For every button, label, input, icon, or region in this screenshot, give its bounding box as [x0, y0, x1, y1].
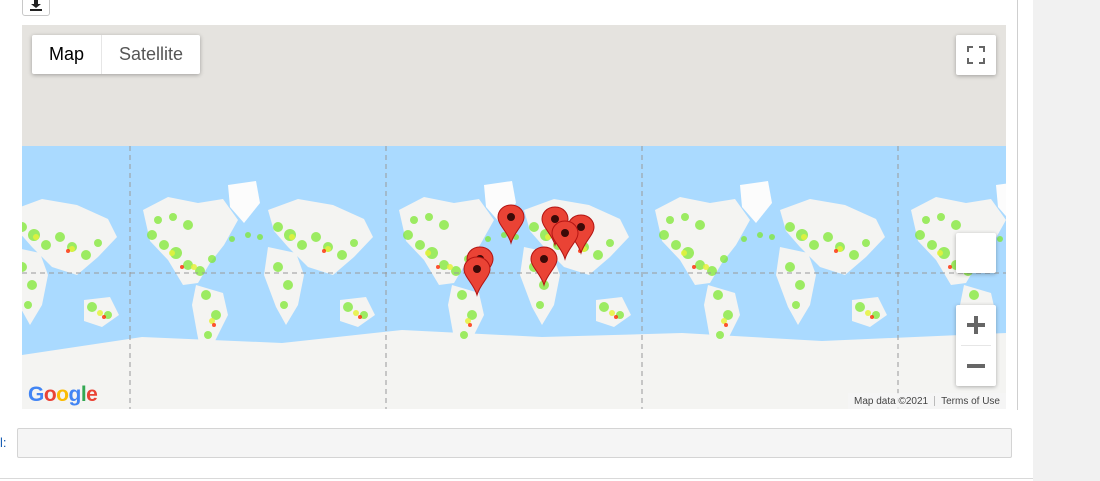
zoom-separator — [961, 345, 991, 346]
fullscreen-button[interactable] — [956, 35, 996, 75]
attribution-divider — [934, 396, 936, 406]
map-canvas[interactable] — [22, 25, 1006, 409]
street-view-pegman[interactable] — [956, 233, 996, 273]
page-gutter — [1033, 0, 1100, 481]
map-panel — [1017, 0, 1018, 410]
terms-link[interactable]: Terms of Use — [941, 395, 1000, 407]
map-attribution: Map data ©2021 Terms of Use — [848, 393, 1006, 409]
fullscreen-icon — [967, 46, 985, 64]
map-type-separator — [101, 35, 103, 74]
text-field[interactable] — [17, 428, 1012, 458]
google-logo[interactable]: Google — [28, 383, 98, 406]
field-label: l: — [0, 435, 7, 450]
attribution-text: Map data ©2021 — [854, 395, 929, 407]
download-button[interactable] — [22, 0, 50, 16]
map-type-map[interactable]: Map — [49, 44, 85, 64]
minus-icon — [967, 364, 985, 368]
map-type-satellite[interactable]: Satellite — [119, 44, 184, 64]
download-icon — [30, 0, 42, 11]
antarctica — [22, 330, 1006, 409]
zoom-out-button[interactable] — [956, 346, 996, 386]
zoom-in-button[interactable] — [956, 305, 996, 345]
zoom-control — [956, 305, 996, 386]
plus-icon — [967, 316, 985, 334]
map-type-control: Map Satellite — [32, 35, 201, 74]
date-lines — [22, 146, 1006, 409]
map-view[interactable]: Map Satellite Google Map data ©2021 Term… — [22, 25, 1006, 409]
divider — [0, 478, 1033, 479]
